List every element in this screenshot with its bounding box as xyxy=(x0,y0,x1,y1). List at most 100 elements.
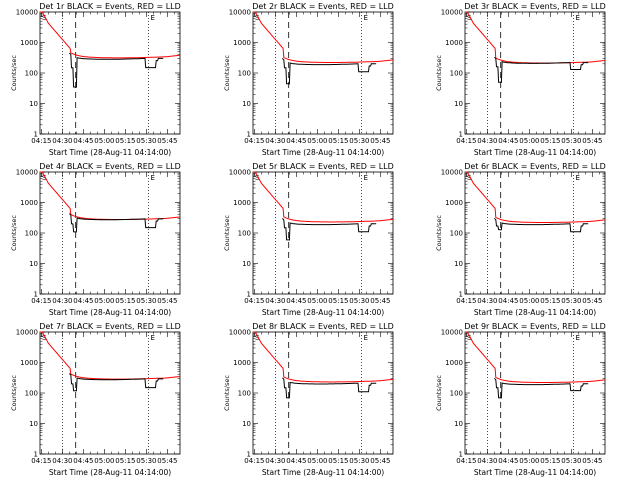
x-tick-label: 05:30 xyxy=(136,137,156,145)
x-tick-label: 05:15 xyxy=(115,457,135,465)
start-mark: S xyxy=(255,334,260,342)
x-axis-label: Start Time (28-Aug-11 04:14:00) xyxy=(262,148,384,157)
x-tick-label: 04:45 xyxy=(73,297,93,305)
chart-title: Det 6r BLACK = Events, RED = LLD xyxy=(464,162,606,171)
x-tick-label: 05:00 xyxy=(94,297,114,305)
y-tick-label: 1 xyxy=(247,131,251,139)
y-tick-label: 1000 xyxy=(445,39,463,47)
y-axis-label: Counts/sec xyxy=(223,375,231,411)
series-events-line xyxy=(69,373,164,392)
x-tick-label: 05:45 xyxy=(582,137,602,145)
x-tick-label: 05:00 xyxy=(519,297,539,305)
x-tick-label: 04:30 xyxy=(52,137,72,145)
chart-panel: Det 3r BLACK = Events, RED = LLD Start Ti… xyxy=(435,2,606,157)
x-tick-label: 05:30 xyxy=(349,457,369,465)
series-lld-line xyxy=(253,11,394,63)
y-tick-label: 1000 xyxy=(445,359,463,367)
start-mark: S xyxy=(42,174,47,182)
chart-title: Det 2r BLACK = Events, RED = LLD xyxy=(252,2,394,11)
y-tick-label: 100 xyxy=(238,70,251,78)
chart-title: Det 5r BLACK = Events, RED = LLD xyxy=(252,162,394,171)
end-mark: E xyxy=(364,174,368,182)
y-tick-label: 10000 xyxy=(229,169,251,177)
series-events-line xyxy=(69,213,164,233)
end-mark: E xyxy=(576,174,580,182)
x-tick-label: 05:45 xyxy=(370,297,390,305)
x-tick-label: 05:45 xyxy=(157,457,177,465)
x-axis-label: Start Time (28-Aug-11 04:14:00) xyxy=(474,148,596,157)
end-mark: E xyxy=(151,14,155,22)
plot-frame xyxy=(252,171,394,295)
series-events-line xyxy=(282,377,377,399)
series-lld-line xyxy=(40,11,181,59)
x-tick-label: 05:45 xyxy=(157,297,177,305)
x-tick-label: 05:00 xyxy=(94,457,114,465)
plot-frame xyxy=(464,331,606,455)
y-tick-label: 10000 xyxy=(229,9,251,17)
y-tick-label: 10 xyxy=(454,420,463,428)
y-tick-label: 10 xyxy=(29,420,38,428)
x-tick-label: 05:00 xyxy=(307,297,327,305)
y-tick-label: 10 xyxy=(242,260,251,268)
x-tick-label: 05:30 xyxy=(561,137,581,145)
y-tick-label: 100 xyxy=(238,390,251,398)
x-tick-label: 05:00 xyxy=(519,457,539,465)
y-axis-label: Counts/sec xyxy=(223,55,231,91)
y-tick-label: 1 xyxy=(34,451,38,459)
y-axis-label: Counts/sec xyxy=(10,215,18,251)
y-tick-label: 10 xyxy=(29,260,38,268)
series-lld-line xyxy=(40,331,181,380)
chart-title: Det 1r BLACK = Events, RED = LLD xyxy=(39,2,181,11)
chart-title: Det 3r BLACK = Events, RED = LLD xyxy=(464,2,606,11)
x-tick-label: 05:15 xyxy=(328,457,348,465)
x-tick-label: 05:15 xyxy=(540,457,560,465)
x-tick-label: 05:30 xyxy=(561,457,581,465)
start-mark: S xyxy=(467,14,472,22)
x-tick-label: 05:15 xyxy=(328,137,348,145)
plot-frame xyxy=(464,11,606,135)
x-tick-label: 05:30 xyxy=(136,297,156,305)
series-events-line xyxy=(282,218,377,241)
x-tick-label: 04:30 xyxy=(265,457,285,465)
y-tick-label: 100 xyxy=(450,70,463,78)
x-tick-label: 04:30 xyxy=(477,137,497,145)
chart-panel: Det 6r BLACK = Events, RED = LLD Start Ti… xyxy=(435,162,606,317)
y-axis-label: Counts/sec xyxy=(435,55,443,91)
y-tick-label: 1 xyxy=(459,291,463,299)
x-axis-label: Start Time (28-Aug-11 04:14:00) xyxy=(49,468,171,477)
x-tick-label: 04:45 xyxy=(498,137,518,145)
x-tick-label: 05:30 xyxy=(561,297,581,305)
y-tick-label: 10000 xyxy=(441,169,463,177)
x-tick-label: 05:15 xyxy=(328,297,348,305)
y-tick-label: 10 xyxy=(242,100,251,108)
series-lld-line xyxy=(40,171,181,220)
x-tick-label: 04:15 xyxy=(244,457,264,465)
x-tick-label: 05:15 xyxy=(115,297,135,305)
x-tick-label: 04:15 xyxy=(456,137,476,145)
y-tick-label: 1 xyxy=(34,131,38,139)
x-tick-label: 04:30 xyxy=(477,297,497,305)
start-mark: S xyxy=(255,14,260,22)
series-events-line xyxy=(69,52,164,88)
chart-title: Det 9r BLACK = Events, RED = LLD xyxy=(464,322,606,331)
series-lld-line xyxy=(253,171,393,223)
series-lld-line xyxy=(465,11,605,64)
chart-panel: Det 4r BLACK = Events, RED = LLD Start Ti… xyxy=(10,162,181,317)
series-lld-line xyxy=(465,331,606,383)
y-tick-label: 10 xyxy=(454,260,463,268)
y-tick-label: 1000 xyxy=(445,199,463,207)
x-tick-label: 05:45 xyxy=(370,137,390,145)
y-tick-label: 100 xyxy=(25,390,38,398)
plot-frame xyxy=(252,11,394,135)
y-axis-label: Counts/sec xyxy=(435,215,443,251)
x-tick-label: 05:45 xyxy=(582,457,602,465)
x-tick-label: 05:00 xyxy=(307,137,327,145)
x-tick-label: 04:15 xyxy=(456,297,476,305)
chart-panel: Det 5r BLACK = Events, RED = LLD Start Ti… xyxy=(223,162,394,317)
start-mark: S xyxy=(42,334,47,342)
x-tick-label: 05:00 xyxy=(307,457,327,465)
series-events-line xyxy=(282,58,377,85)
plot-frame xyxy=(39,331,181,455)
y-tick-label: 10 xyxy=(29,100,38,108)
